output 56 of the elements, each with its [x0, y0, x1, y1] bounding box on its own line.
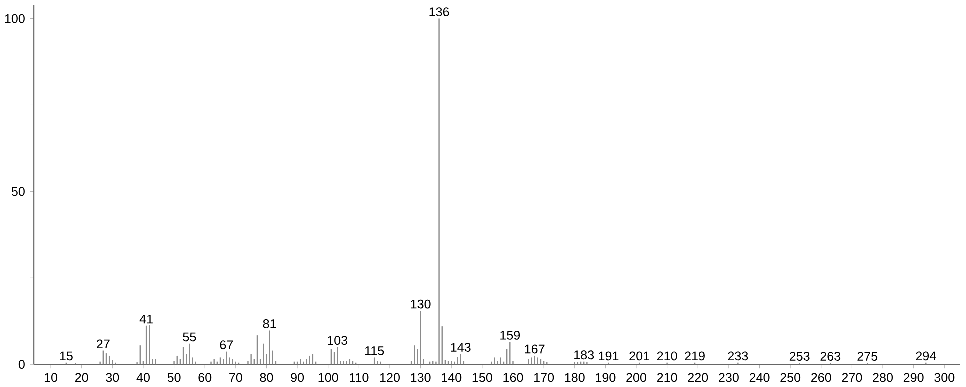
annotation: 143 — [451, 343, 471, 352]
x-tick-label: 160 — [504, 373, 524, 382]
annotation: 159 — [500, 331, 520, 340]
y-tick-label: 100 — [5, 14, 25, 24]
annotation: 103 — [328, 336, 348, 346]
x-tick-label: 250 — [780, 373, 801, 382]
x-tick-label: 120 — [380, 373, 400, 382]
x-tick-label: 100 — [318, 373, 338, 382]
annotation: 81 — [263, 320, 276, 329]
y-tick-label: 50 — [12, 187, 25, 196]
annotation: 55 — [183, 333, 196, 342]
x-tick-label: 140 — [442, 373, 462, 382]
x-tick-label: 280 — [873, 373, 894, 382]
x-tick-label: 290 — [904, 373, 924, 382]
x-tick-label: 90 — [291, 373, 304, 382]
x-tick-label: 70 — [230, 373, 242, 382]
x-tick-label: 270 — [842, 373, 862, 382]
annotation: 136 — [430, 8, 450, 17]
x-tick-label: 60 — [198, 373, 212, 382]
x-tick-label: 110 — [350, 373, 369, 382]
x-tick-label: 20 — [75, 373, 88, 382]
x-tick-label: 170 — [534, 373, 554, 382]
annotation: 130 — [411, 300, 431, 309]
annotation: 183 — [574, 350, 594, 360]
x-tick-label: 50 — [168, 373, 181, 382]
annotation: 253 — [790, 352, 810, 362]
x-tick-label: 190 — [596, 373, 616, 382]
x-tick-label: 80 — [260, 373, 274, 382]
annotation: 233 — [728, 352, 748, 361]
x-tick-label: 180 — [565, 373, 585, 382]
annotation: 294 — [916, 352, 936, 361]
x-tick-label: 260 — [812, 373, 832, 382]
annotation: 41 — [140, 315, 153, 324]
x-tick-label: 150 — [472, 373, 492, 382]
annotation: 67 — [220, 340, 234, 350]
annotation: 15 — [60, 352, 73, 361]
x-tick-label: 230 — [719, 373, 739, 382]
annotation: 191 — [599, 352, 619, 361]
x-tick-label: 130 — [411, 373, 431, 382]
x-tick-label: 10 — [44, 373, 58, 382]
annotation: 263 — [820, 352, 841, 362]
annotation: 115 — [366, 346, 384, 356]
annotation: 201 — [630, 352, 650, 361]
x-tick-label: 30 — [106, 373, 120, 382]
y-tick-label: 0 — [18, 360, 25, 370]
x-tick-label: 200 — [626, 373, 646, 382]
x-tick-label: 210 — [657, 373, 678, 382]
x-tick-label: 240 — [750, 373, 770, 382]
x-tick-label: 40 — [136, 373, 150, 382]
x-tick-label: 220 — [688, 373, 708, 382]
annotation: 219 — [685, 352, 705, 361]
annotation: 210 — [657, 352, 678, 361]
annotation: 27 — [97, 340, 110, 349]
x-tick-label: 300 — [934, 373, 955, 382]
annotation: 275 — [858, 352, 878, 362]
annotation: 167 — [525, 345, 545, 354]
